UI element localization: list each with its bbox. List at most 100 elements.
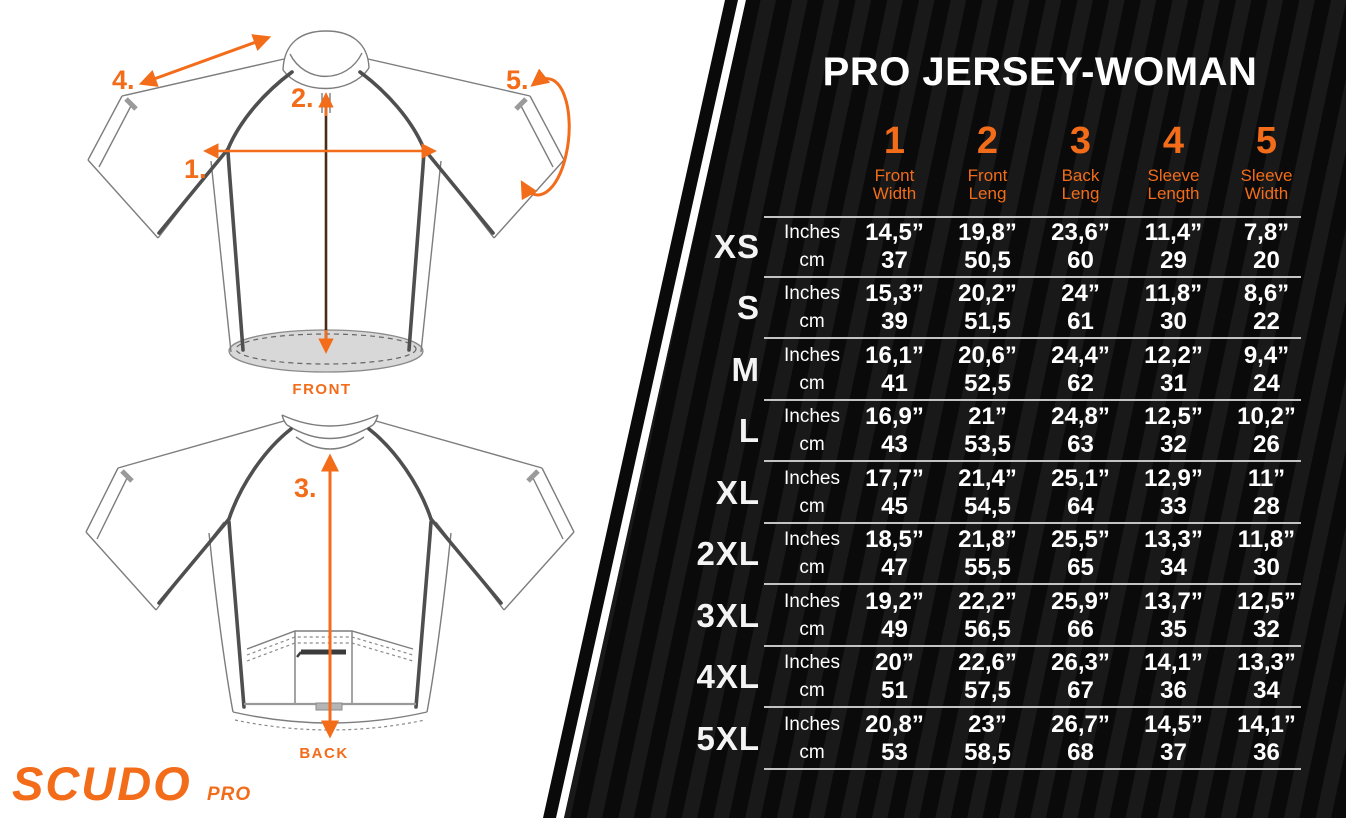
table-row: S Inches cm 15,3” 39 20,2” 51,5 24” 61 1… [656, 278, 1313, 340]
front-caption: FRONT [292, 381, 351, 398]
cell-front-width: 18,5” 47 [865, 526, 924, 582]
table-row: L Inches cm 16,9” 43 21” 53,5 24,8” 63 1… [656, 401, 1313, 463]
cell-front-leng: 20,6” 52,5 [958, 341, 1017, 397]
unit-inches-label: Inches [784, 467, 840, 489]
size-label: S [736, 289, 760, 327]
unit-labels: Inches cm [776, 403, 848, 459]
unit-cm-label: cm [799, 249, 825, 271]
cell-back-leng: 25,1” 64 [1051, 464, 1110, 520]
unit-labels: Inches cm [776, 280, 848, 336]
cell-front-leng: 19,8” 50,5 [958, 218, 1017, 274]
cell-front-width: 15,3” 39 [865, 280, 924, 336]
cell-sleeve-width: 10,2” 26 [1237, 403, 1296, 459]
cell-sleeve-width: 8,6” 22 [1243, 280, 1290, 336]
cell-front-leng: 21,8” 55,5 [958, 526, 1017, 582]
size-label: 5XL [696, 719, 760, 757]
cell-sleeve-length: 11,4” 29 [1144, 218, 1203, 274]
cell-front-width: 17,7” 45 [865, 464, 924, 520]
unit-cm-label: cm [799, 434, 825, 456]
unit-cm-label: cm [799, 372, 825, 394]
table-row: 5XL Inches cm 20,8” 53 23” 58,5 26,7” 68… [656, 708, 1313, 770]
front-seams [157, 70, 495, 352]
cell-front-width: 14,5” 37 [865, 218, 924, 274]
table-row: 4XL Inches cm 20” 51 22,6” 57,5 26,3” 67… [656, 647, 1313, 709]
unit-inches-label: Inches [784, 652, 840, 674]
unit-inches-label: Inches [784, 590, 840, 612]
size-label: L [738, 412, 760, 450]
cell-back-leng: 24,8” 63 [1051, 403, 1110, 459]
cell-sleeve-length: 12,9” 33 [1144, 464, 1203, 520]
column-numbers-row: 1 2 3 4 5 [656, 120, 1346, 163]
unit-labels: Inches cm [776, 465, 848, 521]
unit-labels: Inches cm [776, 526, 848, 582]
cell-front-width: 16,9” 43 [865, 403, 924, 459]
unit-inches-label: Inches [784, 221, 840, 243]
column-number-2: 2 [976, 120, 999, 162]
cell-sleeve-length: 13,3” 34 [1144, 526, 1203, 582]
logo-brand-text: SCUDO [12, 757, 192, 810]
unit-labels: Inches cm [776, 649, 848, 705]
table-title: PRO JERSEY-WOMAN [822, 50, 1258, 94]
column-label-sleeve-length: Sleeve Length [1147, 166, 1200, 203]
cell-sleeve-width: 11” 28 [1247, 464, 1286, 520]
cell-sleeve-width: 11,8” 30 [1237, 526, 1296, 582]
column-number-1: 1 [883, 120, 906, 162]
column-label-sleeve-width: Sleeve Width [1240, 166, 1293, 203]
column-labels-row: Front Width Front Leng Back Leng Sleeve … [656, 167, 1346, 203]
unit-cm-label: cm [799, 741, 825, 763]
back-seams [157, 427, 503, 709]
back-outline [85, 414, 575, 724]
cell-front-width: 20” 51 [875, 649, 914, 705]
cell-sleeve-width: 7,8” 20 [1243, 218, 1290, 274]
table-row: M Inches cm 16,1” 41 20,6” 52,5 24,4” 62… [656, 339, 1313, 401]
cell-sleeve-length: 13,7” 35 [1144, 587, 1203, 643]
cell-sleeve-length: 11,8” 30 [1144, 280, 1203, 336]
back-caption: BACK [299, 745, 348, 762]
cell-sleeve-length: 14,5” 37 [1144, 710, 1203, 766]
column-number-5: 5 [1255, 120, 1278, 162]
unit-labels: Inches cm [776, 588, 848, 644]
cell-sleeve-width: 12,5” 32 [1237, 587, 1296, 643]
unit-inches-label: Inches [784, 283, 840, 305]
cell-back-leng: 25,9” 66 [1051, 587, 1110, 643]
unit-inches-label: Inches [784, 406, 840, 428]
cell-back-leng: 26,7” 68 [1051, 710, 1110, 766]
size-label: XS [713, 227, 760, 265]
table-row: 2XL Inches cm 18,5” 47 21,8” 55,5 25,5” … [656, 524, 1313, 586]
size-rows: XS Inches cm 14,5” 37 19,8” 50,5 23,6” 6… [656, 216, 1313, 770]
sleeve-length-arrow [138, 34, 272, 87]
cell-front-leng: 21” 53,5 [964, 403, 1011, 459]
table-row: 3XL Inches cm 19,2” 49 22,2” 56,5 25,9” … [656, 585, 1313, 647]
brand-logo: SCUDO PRO [12, 757, 251, 810]
cell-front-leng: 23” 58,5 [964, 710, 1011, 766]
cell-front-width: 16,1” 41 [865, 341, 924, 397]
unit-cm-label: cm [799, 557, 825, 579]
logo-suffix-text: PRO [207, 784, 251, 805]
marker-5-label: 5. [506, 65, 529, 95]
unit-labels: Inches cm [776, 219, 848, 275]
front-jersey-drawing: 1. 2. 4. 5. FRONT [87, 30, 571, 398]
table-row: XL Inches cm 17,7” 45 21,4” 54,5 25,1” 6… [656, 462, 1313, 524]
cell-front-leng: 21,4” 54,5 [958, 464, 1017, 520]
cell-sleeve-width: 9,4” 24 [1243, 341, 1290, 397]
unit-inches-label: Inches [784, 713, 840, 735]
back-jersey-drawing: 3. BACK [85, 414, 575, 762]
cell-front-leng: 22,6” 57,5 [958, 649, 1017, 705]
unit-cm-label: cm [799, 680, 825, 702]
jersey-diagram: 1. 2. 4. 5. FRONT [12, 30, 575, 810]
cell-sleeve-width: 14,1” 36 [1237, 710, 1296, 766]
cell-front-width: 20,8” 53 [865, 710, 924, 766]
column-label-back-leng: Back Leng [1061, 166, 1100, 203]
pocket-zipper-pull [296, 651, 302, 658]
size-label: M [731, 350, 760, 388]
cell-back-leng: 23,6” 60 [1051, 218, 1110, 274]
marker-3-label: 3. [294, 473, 317, 503]
cell-front-width: 19,2” 49 [865, 587, 924, 643]
unit-labels: Inches cm [776, 711, 848, 767]
unit-labels: Inches cm [776, 342, 848, 398]
column-number-4: 4 [1162, 120, 1185, 162]
unit-cm-label: cm [799, 311, 825, 333]
marker-4-label: 4. [112, 65, 135, 95]
marker-2-label: 2. [291, 83, 314, 113]
